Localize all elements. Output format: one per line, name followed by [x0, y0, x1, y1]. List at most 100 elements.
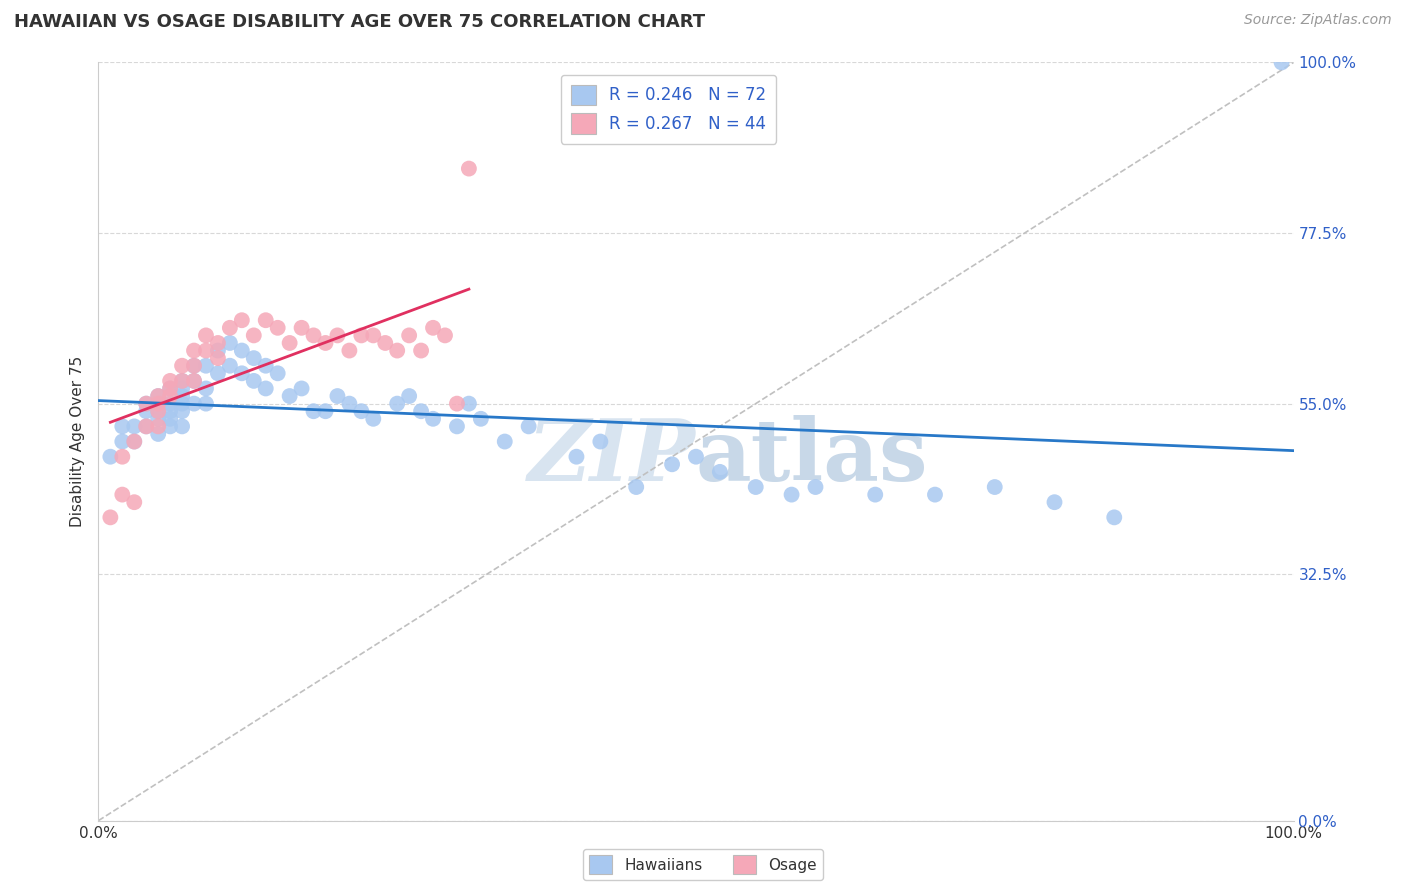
Point [422, 412, 444, 426]
Point [626, 480, 648, 494]
Point [231, 343, 253, 358]
Y-axis label: Disability Age Over 75: Disability Age Over 75 [69, 356, 84, 527]
Point [124, 434, 146, 449]
Point [172, 359, 194, 373]
Point [148, 419, 170, 434]
Point [183, 374, 205, 388]
Point [1271, 55, 1294, 70]
Point [148, 404, 170, 418]
Point [159, 374, 181, 388]
Point [302, 404, 325, 418]
Point [326, 389, 349, 403]
Point [434, 328, 457, 343]
Point [315, 335, 337, 350]
Point [98, 510, 122, 524]
Point [172, 382, 194, 396]
Point [195, 328, 218, 343]
Point [1104, 510, 1126, 524]
Point [661, 458, 683, 472]
Point [148, 404, 170, 418]
Point [589, 434, 612, 449]
Point [1043, 495, 1066, 509]
Point [195, 382, 218, 396]
Point [148, 396, 170, 410]
Point [124, 495, 146, 509]
Point [183, 396, 205, 410]
Point [243, 351, 266, 366]
Point [159, 382, 181, 396]
Point [984, 480, 1007, 494]
Point [183, 374, 205, 388]
Point [183, 359, 205, 373]
Point [291, 320, 314, 334]
Point [398, 328, 420, 343]
Point [219, 335, 242, 350]
Legend: Hawaiians, Osage: Hawaiians, Osage [583, 849, 823, 880]
Point [148, 389, 170, 403]
Point [98, 450, 122, 464]
Point [148, 427, 170, 442]
Point [326, 328, 349, 343]
Point [804, 480, 827, 494]
Point [111, 450, 134, 464]
Point [254, 313, 277, 327]
Point [195, 396, 218, 410]
Text: Source: ZipAtlas.com: Source: ZipAtlas.com [1244, 13, 1392, 28]
Point [411, 404, 433, 418]
Point [195, 359, 218, 373]
Point [411, 343, 433, 358]
Point [159, 382, 181, 396]
Point [111, 487, 134, 501]
Point [398, 389, 420, 403]
Point [135, 419, 157, 434]
Point [267, 320, 290, 334]
Point [243, 328, 266, 343]
Point [159, 396, 181, 410]
Point [159, 404, 181, 418]
Point [458, 161, 481, 176]
Point [219, 359, 242, 373]
Point [565, 450, 588, 464]
Point [231, 313, 253, 327]
Point [350, 328, 373, 343]
Point [780, 487, 803, 501]
Point [315, 404, 337, 418]
Point [745, 480, 768, 494]
Point [924, 487, 946, 501]
Point [363, 412, 385, 426]
Point [159, 412, 181, 426]
Point [254, 382, 277, 396]
Point [172, 374, 194, 388]
Point [159, 389, 181, 403]
Point [685, 450, 707, 464]
Point [148, 389, 170, 403]
Point [302, 328, 325, 343]
Text: ZIP: ZIP [529, 415, 696, 499]
Point [267, 366, 290, 380]
Point [195, 343, 218, 358]
Point [231, 366, 253, 380]
Point [446, 419, 468, 434]
Point [865, 487, 887, 501]
Point [350, 404, 373, 418]
Point [219, 320, 242, 334]
Point [135, 404, 157, 418]
Point [111, 419, 134, 434]
Point [254, 359, 277, 373]
Point [446, 396, 468, 410]
Point [385, 343, 409, 358]
Point [494, 434, 516, 449]
Point [291, 382, 314, 396]
Text: atlas: atlas [696, 415, 928, 499]
Point [135, 419, 157, 434]
Point [207, 335, 229, 350]
Point [517, 419, 540, 434]
Point [135, 396, 157, 410]
Point [339, 343, 361, 358]
Point [207, 351, 229, 366]
Point [172, 396, 194, 410]
Point [385, 396, 409, 410]
Point [363, 328, 385, 343]
Point [278, 335, 301, 350]
Point [172, 404, 194, 418]
